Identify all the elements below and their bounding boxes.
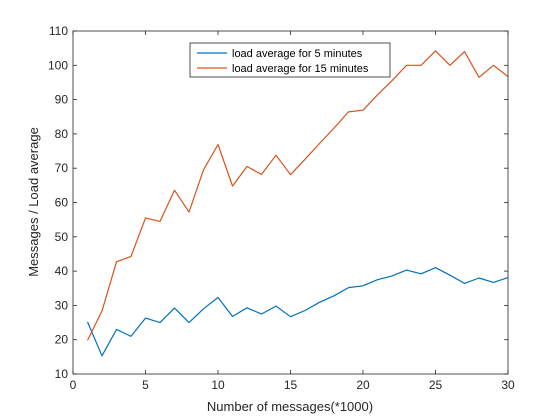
x-tick-label: 20	[356, 378, 370, 392]
y-tick-label: 20	[55, 333, 69, 347]
x-tick-label: 5	[142, 378, 149, 392]
y-tick-label: 90	[55, 93, 69, 107]
x-tick-label: 15	[284, 378, 298, 392]
y-tick-label: 70	[55, 161, 69, 175]
y-tick-label: 40	[55, 264, 69, 278]
y-tick-label: 80	[55, 127, 69, 141]
x-tick-label: 10	[211, 378, 225, 392]
legend-label-2: load average for 15 minutes	[232, 63, 369, 75]
plot-area	[73, 31, 508, 374]
x-tick-label: 30	[501, 378, 515, 392]
y-tick-label: 30	[55, 298, 69, 312]
y-tick-label: 50	[55, 230, 69, 244]
y-tick-label: 60	[55, 196, 69, 210]
x-tick-label: 25	[429, 378, 443, 392]
x-tick-label: 0	[70, 378, 77, 392]
y-tick-label: 110	[49, 24, 68, 38]
y-tick-label: 100	[48, 58, 68, 72]
x-axis-label: Number of messages(*1000)	[207, 399, 373, 414]
y-tick-label: 10	[55, 367, 69, 381]
legend-label-1: load average for 5 minutes	[232, 48, 363, 60]
y-axis-label: Messages / Load average	[26, 127, 41, 277]
legend: load average for 5 minutes load average f…	[190, 43, 390, 77]
